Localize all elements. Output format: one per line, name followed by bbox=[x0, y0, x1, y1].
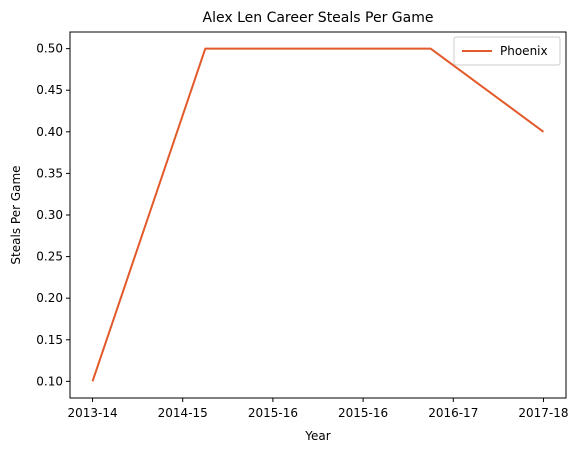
y-tick-label: 0.15 bbox=[36, 333, 63, 347]
x-axis: 2013-14 2014-15 2015-16 2015-16 2016-17 2017-… bbox=[67, 398, 569, 420]
y-tick-label: 0.10 bbox=[36, 374, 63, 388]
series-layer bbox=[91, 47, 545, 382]
x-tick-label: 2015-16 bbox=[338, 406, 388, 420]
x-tick-label: 2017-18 bbox=[518, 406, 568, 420]
y-axis: 0.10 0.15 0.20 0.25 0.30 0.35 0.40 0.45 0.50 bbox=[36, 42, 70, 388]
chart-title: Alex Len Career Steals Per Game bbox=[203, 10, 434, 26]
x-tick-label: 2013-14 bbox=[67, 406, 117, 420]
x-axis-label: Year bbox=[304, 429, 330, 443]
legend-box bbox=[453, 36, 561, 66]
y-tick-label: 0.50 bbox=[36, 42, 63, 56]
y-tick-label: 0.20 bbox=[36, 291, 63, 305]
plot-area bbox=[69, 31, 567, 399]
series-line-phoenix bbox=[91, 47, 545, 382]
legend: Phoenix bbox=[453, 36, 561, 66]
x-tick-label: 2016-17 bbox=[428, 406, 478, 420]
y-tick-label: 0.30 bbox=[36, 208, 63, 222]
y-tick-label: 0.25 bbox=[36, 250, 63, 264]
legend-label-phoenix: Phoenix bbox=[500, 44, 548, 58]
y-tick-label: 0.35 bbox=[36, 166, 63, 180]
x-tick-label: 2014-15 bbox=[158, 406, 208, 420]
x-tick-label: 2015-16 bbox=[248, 406, 298, 420]
y-axis-label: Steals Per Game bbox=[9, 165, 23, 264]
y-tick-label: 0.40 bbox=[36, 125, 63, 139]
y-tick-label: 0.45 bbox=[36, 83, 63, 97]
